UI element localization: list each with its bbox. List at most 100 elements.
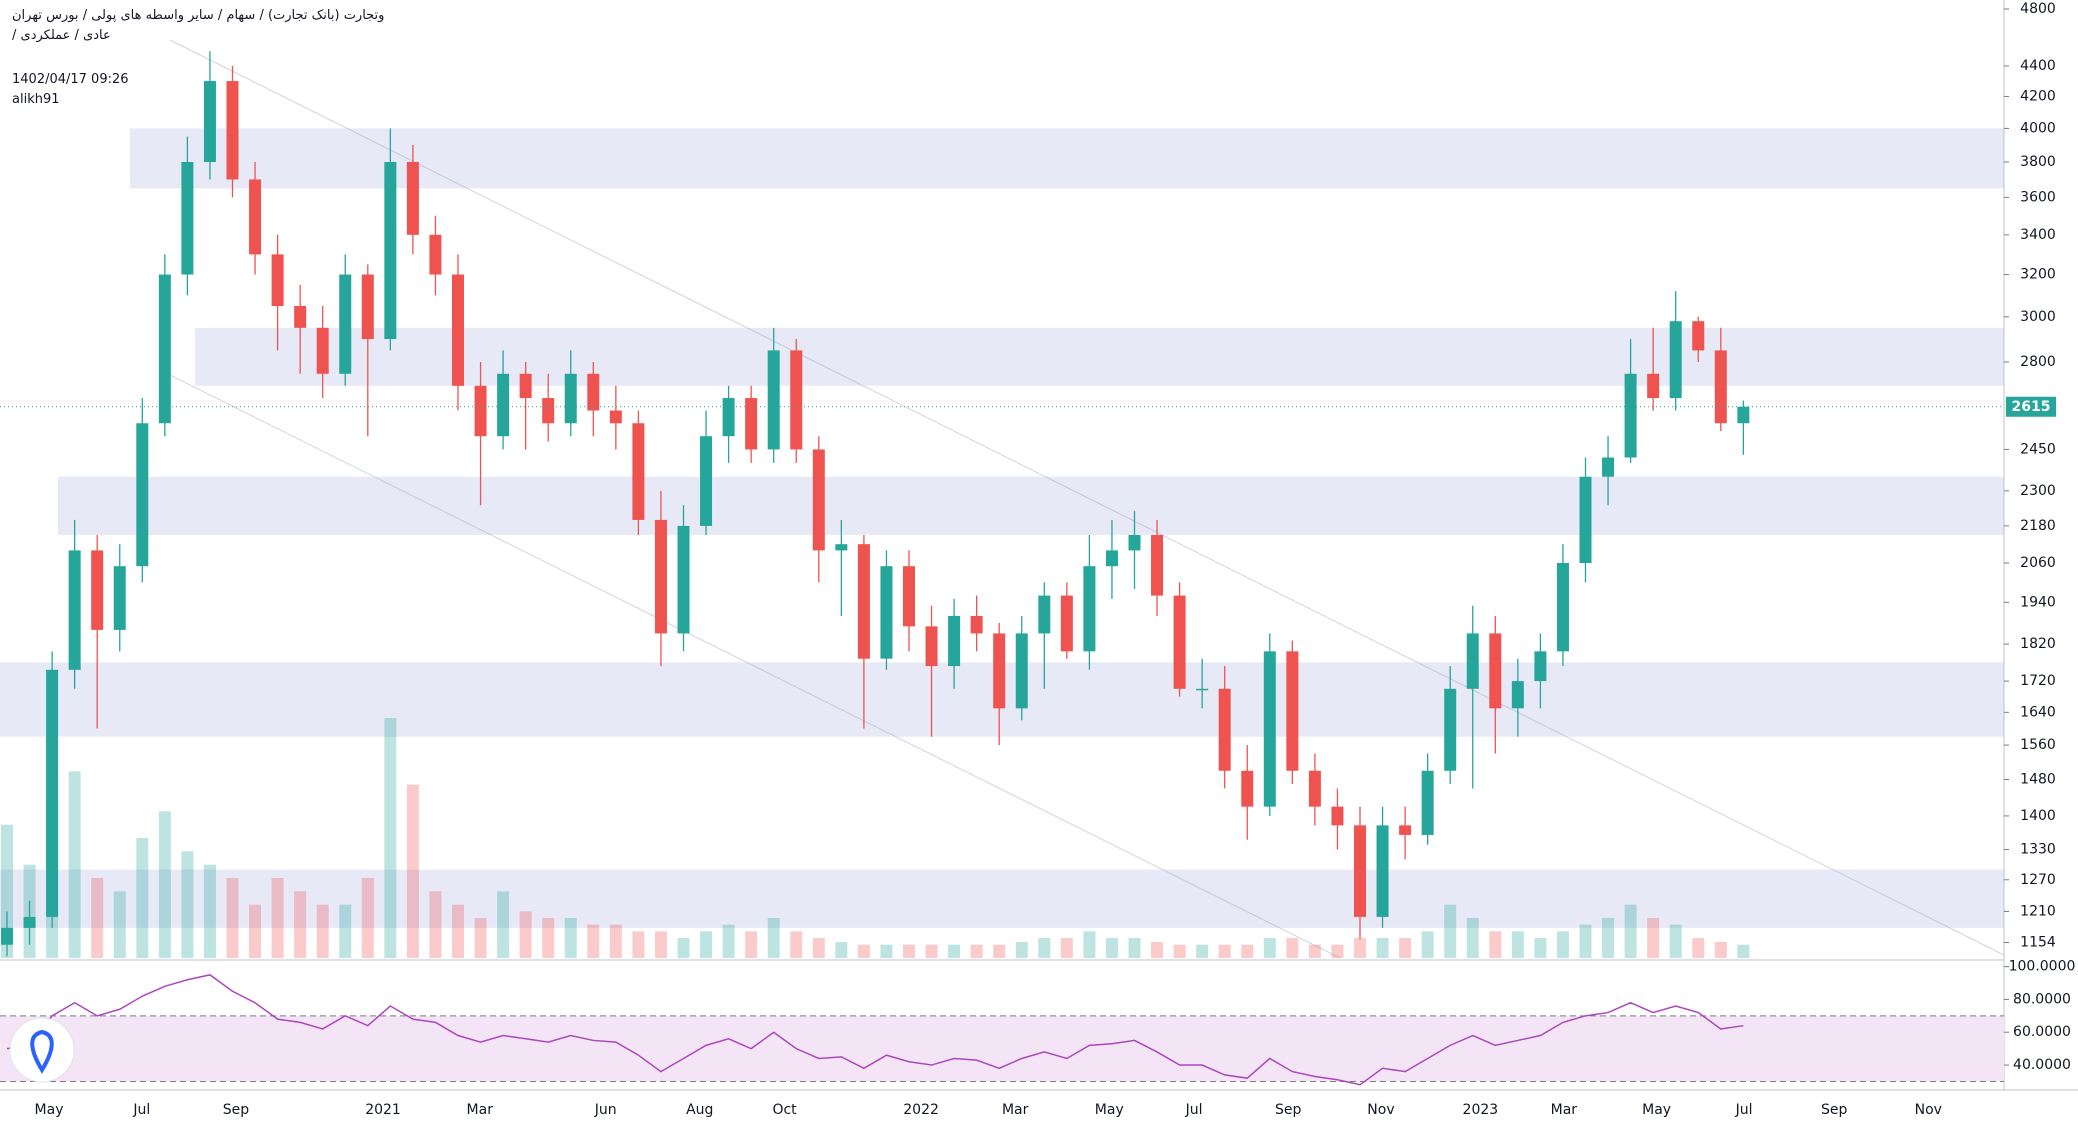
volume-bar [790, 931, 803, 958]
candle-body [226, 81, 239, 180]
candle-body [880, 566, 893, 659]
volume-bar [68, 771, 81, 958]
candle-body [1083, 566, 1096, 652]
candle-body [361, 274, 374, 340]
candle-body [316, 327, 329, 374]
volume-bar [1421, 931, 1434, 958]
volume-bar [1737, 944, 1750, 958]
volume-bar [880, 944, 893, 958]
y-tick-label: 1270 [2020, 872, 2056, 888]
volume-bar [542, 918, 555, 958]
candle-body [271, 254, 284, 306]
y-tick-label: 1640 [2020, 704, 2056, 720]
volume-bar [1263, 938, 1276, 958]
y-tick-label: 4000 [2020, 120, 2056, 136]
last-price-label: 2615 [2012, 399, 2051, 415]
volume-bar [745, 931, 758, 958]
candle-body [1196, 688, 1209, 691]
volume-bar [91, 878, 104, 958]
y-tick-label: 1560 [2020, 737, 2056, 753]
volume-bar [474, 918, 487, 958]
candle-body [587, 373, 600, 411]
volume-bar [970, 944, 983, 958]
x-tick-label: Mar [1002, 1102, 1029, 1118]
volume-bar [113, 891, 126, 958]
logo-circle [9, 1017, 75, 1083]
volume-bar [857, 944, 870, 958]
rsi-line [6, 974, 1744, 1086]
volume-bar [1556, 931, 1569, 958]
volume-bar [271, 878, 284, 958]
candle-body [654, 519, 667, 634]
candle-body [609, 410, 622, 424]
volume-bar [1534, 938, 1547, 958]
candle-body [835, 544, 848, 551]
candle-body [181, 161, 194, 275]
volume-bar [384, 718, 397, 958]
candle-body [1421, 770, 1434, 835]
volume-bar [203, 864, 216, 958]
candle-body [903, 566, 915, 627]
volume-bar [1151, 942, 1164, 958]
volume-bar [497, 891, 510, 958]
author: alikh91 [12, 92, 60, 107]
volume-bar [406, 784, 419, 958]
y-tick-label: 3800 [2020, 154, 2056, 170]
candle-body [203, 81, 216, 162]
y-tick-label: 2180 [2020, 518, 2056, 534]
volume-bar [361, 878, 374, 958]
volume-bar [1579, 924, 1592, 958]
volume-bar [1, 824, 13, 958]
y-tick-label: 1480 [2020, 772, 2056, 788]
volume-bar [835, 942, 848, 958]
y-tick-label: 1154 [2020, 934, 2056, 950]
candle-body [1128, 534, 1141, 551]
candle-body [790, 350, 803, 450]
support-zone [58, 476, 2004, 535]
x-tick-label: Jul [1185, 1102, 1203, 1118]
volume-bar [1376, 938, 1389, 958]
y-tick-label: 4200 [2020, 88, 2056, 104]
candle-body [384, 161, 397, 340]
volume-bar [452, 904, 464, 958]
candle-body [294, 305, 307, 328]
logo [9, 1017, 75, 1083]
y-tick-label: 2060 [2020, 555, 2056, 571]
y-tick-label: 1330 [2020, 842, 2056, 858]
candle-body [1015, 633, 1028, 709]
plot-bg [0, 0, 2004, 1090]
candle-body [1692, 321, 1705, 351]
candle-body [1669, 321, 1682, 399]
candle-body [1466, 633, 1479, 689]
y-tick-label: 1210 [2020, 903, 2056, 919]
candle-body [497, 373, 510, 437]
candle-body [474, 385, 487, 437]
candle-body [1354, 825, 1366, 917]
volume-bar [249, 904, 262, 958]
support-zone [130, 128, 2004, 189]
rsi-y-tick-label: 40.0000 [2013, 1057, 2071, 1073]
candle-body [542, 398, 555, 424]
candle-body [767, 350, 780, 450]
candle-body [136, 423, 149, 567]
y-tick-label: 2450 [2020, 441, 2056, 457]
volume-bar [1083, 931, 1096, 958]
volume-bar [1399, 938, 1412, 958]
volume-bar [925, 944, 938, 958]
volume-bar [564, 918, 577, 958]
candle-body [1511, 681, 1524, 709]
volume-bar [1647, 918, 1660, 958]
candle-body [1218, 688, 1231, 771]
volume-bar [1241, 944, 1254, 958]
volume-bar [1669, 924, 1682, 958]
subline: عادی / عملکردی / [12, 28, 111, 43]
volume-bar [1692, 938, 1705, 958]
volume-bar [1511, 931, 1524, 958]
x-tick-label: Jun [594, 1102, 617, 1118]
candle-body [1151, 534, 1164, 596]
candle-body [1579, 476, 1592, 563]
volume-bar [677, 938, 690, 958]
candle-body [1060, 595, 1073, 652]
